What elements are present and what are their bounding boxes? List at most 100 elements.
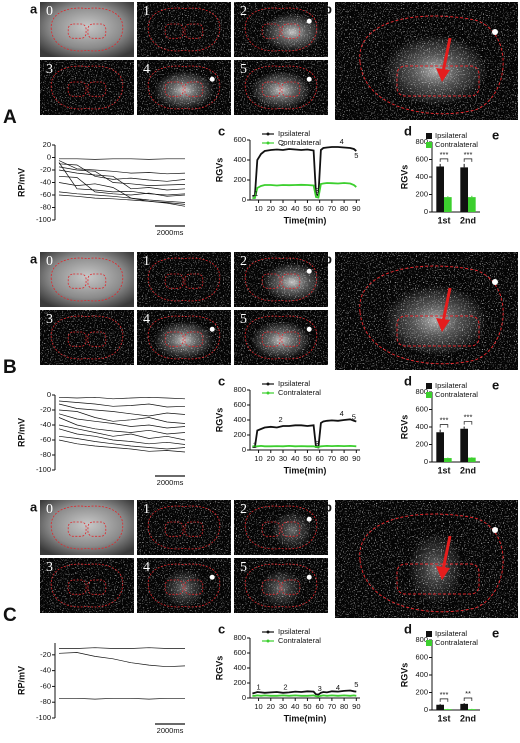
panel-label: B	[3, 357, 17, 378]
legend-label: Contralateral	[435, 638, 478, 647]
significance-bracket	[439, 158, 449, 162]
sublabel: b	[324, 1, 332, 16]
image-noise	[137, 2, 231, 57]
y-tick-label: 0	[424, 705, 428, 714]
brain-outline	[50, 65, 124, 110]
legend-label: Ipsilateral	[278, 379, 310, 388]
x-tick-label: 10	[254, 702, 262, 711]
trace	[58, 417, 186, 435]
roi-outline	[281, 521, 301, 537]
x-tick-label: 50	[303, 454, 311, 463]
panel-label: A	[3, 107, 17, 128]
annotation: 2	[281, 139, 285, 148]
roi-outline	[184, 579, 204, 595]
trace	[58, 191, 186, 205]
arrow	[441, 37, 452, 73]
y-tick-label: 400	[415, 670, 428, 679]
image-noise	[40, 310, 134, 365]
annotation: 2	[283, 682, 287, 691]
y-tick-label: 0	[47, 152, 51, 161]
y-tick-label: -100	[36, 215, 51, 224]
y-tick-label: 400	[233, 663, 246, 672]
x-tick-label: 60	[315, 702, 323, 711]
bar	[436, 432, 444, 462]
sublabel: c	[218, 123, 225, 138]
x-tick-label: 20	[267, 454, 275, 463]
x-tick-label: 50	[303, 204, 311, 213]
y-tick-label: 400	[233, 155, 246, 164]
roi-outline	[261, 273, 281, 289]
bar	[436, 166, 444, 212]
y-tick-label: -40	[40, 177, 51, 186]
y-axis-label: RGVs	[214, 656, 224, 681]
x-tick-label: 2nd	[460, 465, 476, 475]
brain-outline	[244, 505, 318, 550]
arrow	[441, 535, 452, 571]
frame-number: 2	[240, 4, 247, 19]
brain-outline	[359, 265, 504, 365]
trace	[58, 439, 186, 453]
roi-outline	[261, 23, 281, 39]
series-line	[252, 689, 357, 696]
y-tick-label: 800	[233, 385, 246, 394]
y-tick-label: 600	[415, 652, 428, 661]
bar	[460, 703, 468, 710]
x-axis-label: Time(min)	[284, 713, 327, 723]
sublabel: e	[492, 625, 499, 640]
trace	[58, 160, 186, 175]
arrow-head	[436, 68, 450, 82]
legend-marker	[266, 132, 270, 136]
brain-outline	[50, 505, 124, 550]
legend-swatch	[426, 383, 432, 389]
y-tick-label: 600	[233, 135, 246, 144]
trace	[58, 163, 186, 182]
roi-outline	[164, 81, 184, 97]
activation-glow	[384, 285, 487, 356]
x-tick-label: 30	[279, 204, 287, 213]
roi-outline	[67, 273, 87, 289]
frame-number: 5	[240, 312, 247, 327]
legend-label: Contralateral	[278, 636, 321, 645]
activation-glow	[408, 533, 464, 604]
sublabel: d	[404, 123, 412, 138]
bright-spot	[306, 268, 312, 274]
bright-spot	[306, 76, 312, 82]
legend-swatch	[426, 142, 432, 148]
roi-outline	[164, 579, 184, 595]
brain-outline	[244, 65, 318, 110]
brain-outline	[244, 315, 318, 360]
sublabel: c	[218, 373, 225, 388]
brain-outline	[50, 7, 124, 52]
legend-label: Contralateral	[278, 138, 321, 147]
x-tick-label: 20	[267, 702, 275, 711]
y-tick-label: 600	[233, 648, 246, 657]
bar	[468, 709, 476, 710]
trace	[58, 396, 186, 400]
x-tick-label: 70	[328, 702, 336, 711]
y-axis-label: RP/mV	[16, 168, 26, 197]
x-tick-label: 10	[254, 204, 262, 213]
bright-spot	[209, 574, 215, 580]
y-tick-label: 200	[415, 439, 428, 448]
y-tick-label: 600	[415, 404, 428, 413]
brain-outline	[50, 257, 124, 302]
panel-label: C	[3, 605, 17, 626]
roi-outline	[67, 579, 87, 595]
legend-label: Ipsilateral	[278, 627, 310, 636]
annotation: 1	[256, 682, 260, 691]
bright-spot	[306, 326, 312, 332]
y-tick-label: -100	[36, 465, 51, 474]
y-axis-label: RGVs	[214, 408, 224, 433]
y-tick-label: 800	[415, 137, 428, 146]
brain-outline	[359, 15, 504, 115]
trace	[58, 169, 186, 191]
legend-swatch	[426, 631, 432, 637]
frame-number: 1	[143, 4, 150, 19]
y-tick-label: -40	[40, 666, 51, 675]
x-tick-label: 70	[328, 204, 336, 213]
trace	[58, 424, 186, 441]
y-tick-label: -40	[40, 420, 51, 429]
significance-bracket	[439, 698, 449, 702]
significance-bracket	[439, 424, 449, 428]
sublabel: e	[492, 127, 499, 142]
